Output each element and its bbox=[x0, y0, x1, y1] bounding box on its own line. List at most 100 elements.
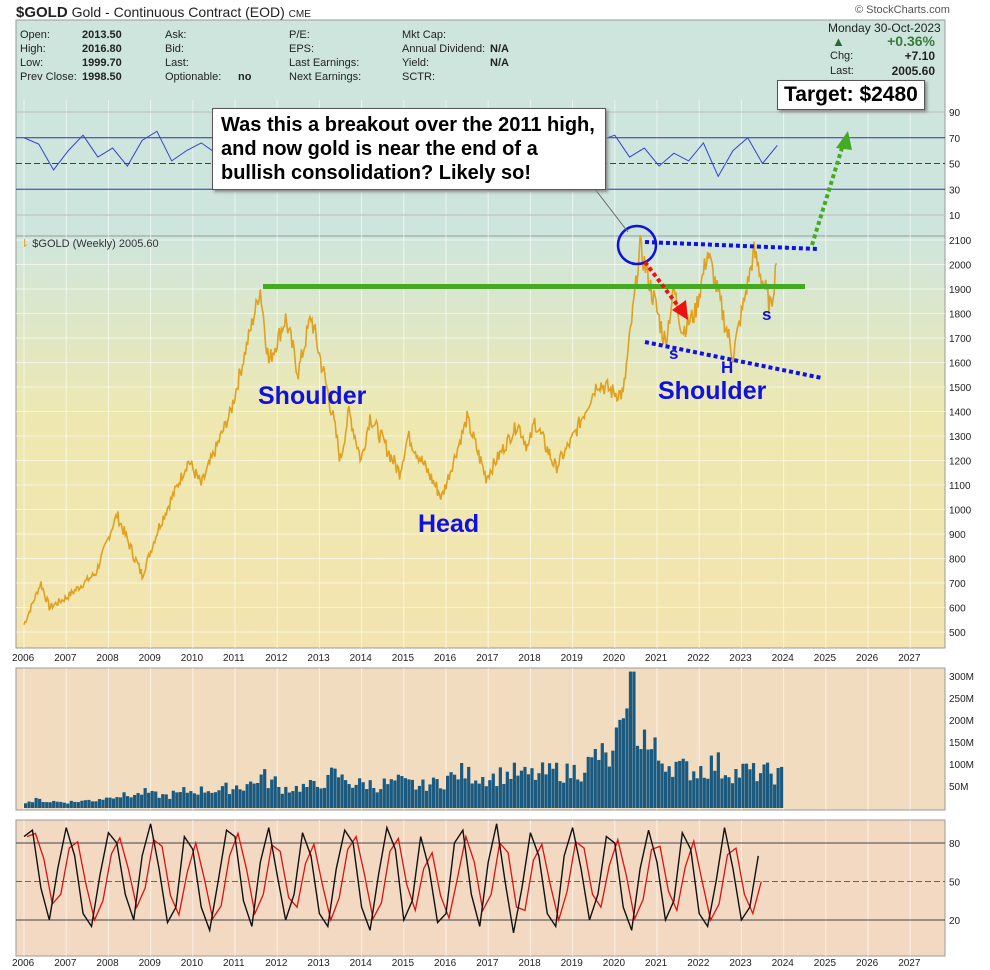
volume-bar bbox=[157, 797, 161, 808]
callout-annotation: Was this a breakout over the 2011 high, … bbox=[212, 108, 606, 190]
volume-bar bbox=[143, 788, 147, 808]
quote-date: Monday 30-Oct-2023 bbox=[828, 21, 941, 35]
volume-bar bbox=[351, 787, 355, 808]
head-label: Head bbox=[418, 510, 480, 538]
volume-bar bbox=[744, 763, 749, 808]
volume-bar bbox=[526, 774, 531, 808]
volume-bar bbox=[505, 771, 509, 808]
volume-bar bbox=[263, 769, 267, 808]
volume-bar bbox=[628, 671, 633, 808]
volume-bar bbox=[576, 779, 580, 808]
x-tick-label: 2006 bbox=[12, 653, 35, 664]
volume-bar bbox=[125, 796, 130, 808]
rsi-tick-label: 10 bbox=[949, 211, 961, 222]
volume-bar bbox=[723, 775, 727, 808]
price-tick-label: 1700 bbox=[949, 334, 972, 345]
field-value: no bbox=[238, 71, 252, 83]
volume-bar bbox=[393, 780, 397, 808]
volume-bar bbox=[435, 779, 439, 808]
volume-bar bbox=[83, 800, 87, 808]
volume-bar bbox=[414, 789, 418, 808]
volume-bar bbox=[488, 780, 492, 808]
volume-bar bbox=[632, 671, 636, 808]
volume-bar bbox=[512, 762, 516, 808]
volume-bar bbox=[428, 784, 432, 808]
volume-bar bbox=[579, 781, 583, 808]
volume-bar bbox=[762, 764, 766, 808]
field-value: N/A bbox=[490, 43, 509, 55]
volume-tick-label: 150M bbox=[949, 738, 974, 749]
volume-bar bbox=[270, 779, 274, 808]
volume-bar bbox=[319, 788, 323, 808]
volume-bar bbox=[73, 801, 77, 808]
volume-bar bbox=[171, 790, 175, 808]
volume-bar bbox=[344, 780, 348, 808]
volume-bar bbox=[773, 784, 777, 808]
x-tick-label: 2015 bbox=[392, 653, 415, 664]
volume-bar bbox=[31, 802, 35, 808]
volume-bar bbox=[551, 768, 555, 808]
exchange: CME bbox=[288, 9, 311, 20]
volume-bar bbox=[706, 778, 710, 808]
x-tick-label: 2009 bbox=[139, 653, 162, 664]
volume-bar bbox=[562, 782, 566, 808]
volume-bar bbox=[555, 762, 559, 808]
stoch-tick-label: 20 bbox=[949, 916, 961, 927]
volume-bar bbox=[365, 789, 369, 808]
volume-bar bbox=[347, 784, 351, 808]
volume-bar bbox=[421, 779, 425, 808]
volume-bar bbox=[305, 786, 309, 808]
volume-bar bbox=[55, 801, 59, 808]
volume-bar bbox=[664, 771, 668, 808]
price-tick-label: 1600 bbox=[949, 359, 972, 370]
pullback-arrowhead-icon bbox=[672, 300, 688, 320]
price-tick-label: 500 bbox=[949, 628, 966, 639]
volume-bar bbox=[322, 787, 327, 808]
volume-bar bbox=[298, 791, 302, 808]
volume-bar bbox=[776, 767, 780, 808]
volume-bar bbox=[118, 797, 123, 808]
volume-bar bbox=[657, 760, 661, 808]
volume-bar bbox=[256, 782, 260, 808]
volume-bar bbox=[382, 778, 386, 808]
price-tick-label: 1800 bbox=[949, 310, 972, 321]
rsi-tick-label: 50 bbox=[949, 160, 961, 171]
instrument-name: Gold - Continuous Contract (EOD) bbox=[71, 4, 285, 20]
x-tick-label: 2014 bbox=[350, 653, 373, 664]
volume-bar bbox=[766, 762, 770, 808]
field-value: 1999.70 bbox=[82, 57, 122, 69]
price-tick-label: 1100 bbox=[949, 481, 971, 492]
volume-bar bbox=[400, 776, 404, 808]
x-tick-label: 2008 bbox=[96, 653, 119, 664]
volume-bar bbox=[769, 773, 773, 808]
volume-bar bbox=[453, 774, 457, 808]
volume-bar bbox=[442, 789, 446, 808]
x-tick-label: 2011 bbox=[223, 653, 245, 664]
x-tick-label: 2015 bbox=[392, 958, 415, 969]
small-s-right-label: s bbox=[762, 305, 772, 324]
rsi-tick-label: 30 bbox=[949, 185, 961, 196]
volume-bar bbox=[52, 800, 56, 808]
volume-tick-label: 100M bbox=[949, 760, 974, 771]
field-label: Last Earnings: bbox=[289, 57, 360, 69]
volume-bar bbox=[147, 792, 151, 808]
volume-bar bbox=[386, 784, 390, 808]
volume-bar bbox=[614, 727, 618, 808]
field-label: Yield: bbox=[402, 57, 430, 69]
volume-bar bbox=[583, 772, 587, 808]
volume-tick-label: 300M bbox=[949, 672, 974, 683]
x-tick-label: 2025 bbox=[814, 958, 837, 969]
volume-bar bbox=[333, 768, 337, 808]
x-tick-label: 2010 bbox=[181, 958, 204, 969]
x-tick-label: 2026 bbox=[856, 653, 879, 664]
volume-bar bbox=[291, 791, 295, 808]
volume-bar bbox=[249, 781, 253, 808]
volume-bar bbox=[24, 803, 28, 808]
volume-bar bbox=[361, 782, 365, 808]
volume-bar bbox=[280, 793, 284, 808]
volume-bar bbox=[354, 784, 358, 808]
volume-bar bbox=[474, 780, 478, 808]
volume-bar bbox=[284, 786, 288, 808]
volume-bar bbox=[611, 750, 615, 808]
x-tick-label: 2016 bbox=[434, 653, 457, 664]
